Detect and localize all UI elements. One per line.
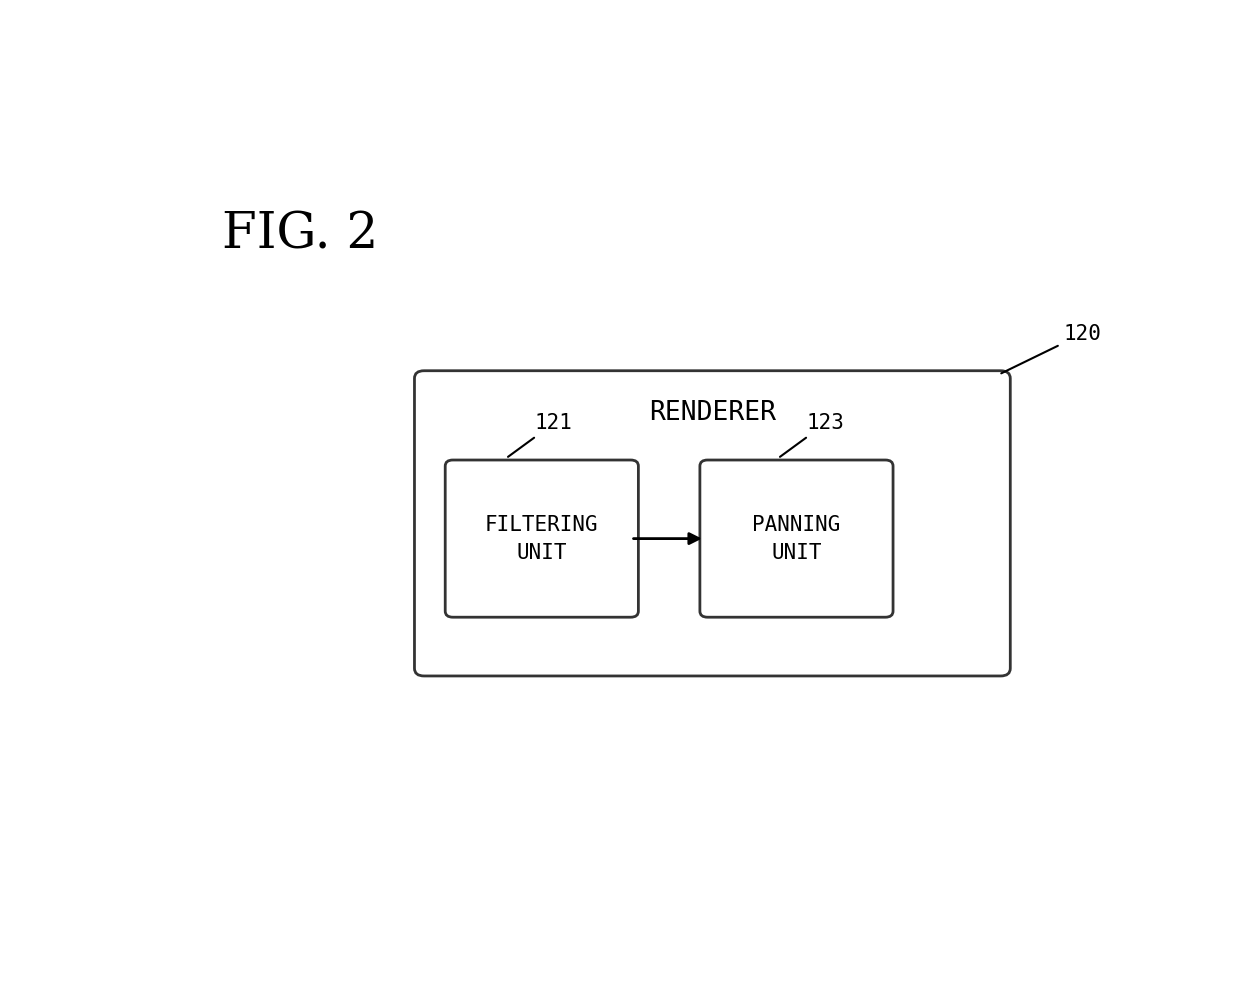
Text: 120: 120: [1001, 324, 1101, 374]
Text: 121: 121: [508, 413, 573, 457]
Text: FIG. 2: FIG. 2: [222, 210, 378, 260]
FancyBboxPatch shape: [699, 460, 893, 617]
Text: 123: 123: [780, 413, 844, 457]
FancyBboxPatch shape: [414, 371, 1011, 676]
Text: PANNING
UNIT: PANNING UNIT: [753, 514, 841, 563]
Text: RENDERER: RENDERER: [649, 399, 776, 426]
FancyBboxPatch shape: [445, 460, 639, 617]
Text: FILTERING
UNIT: FILTERING UNIT: [485, 514, 599, 563]
